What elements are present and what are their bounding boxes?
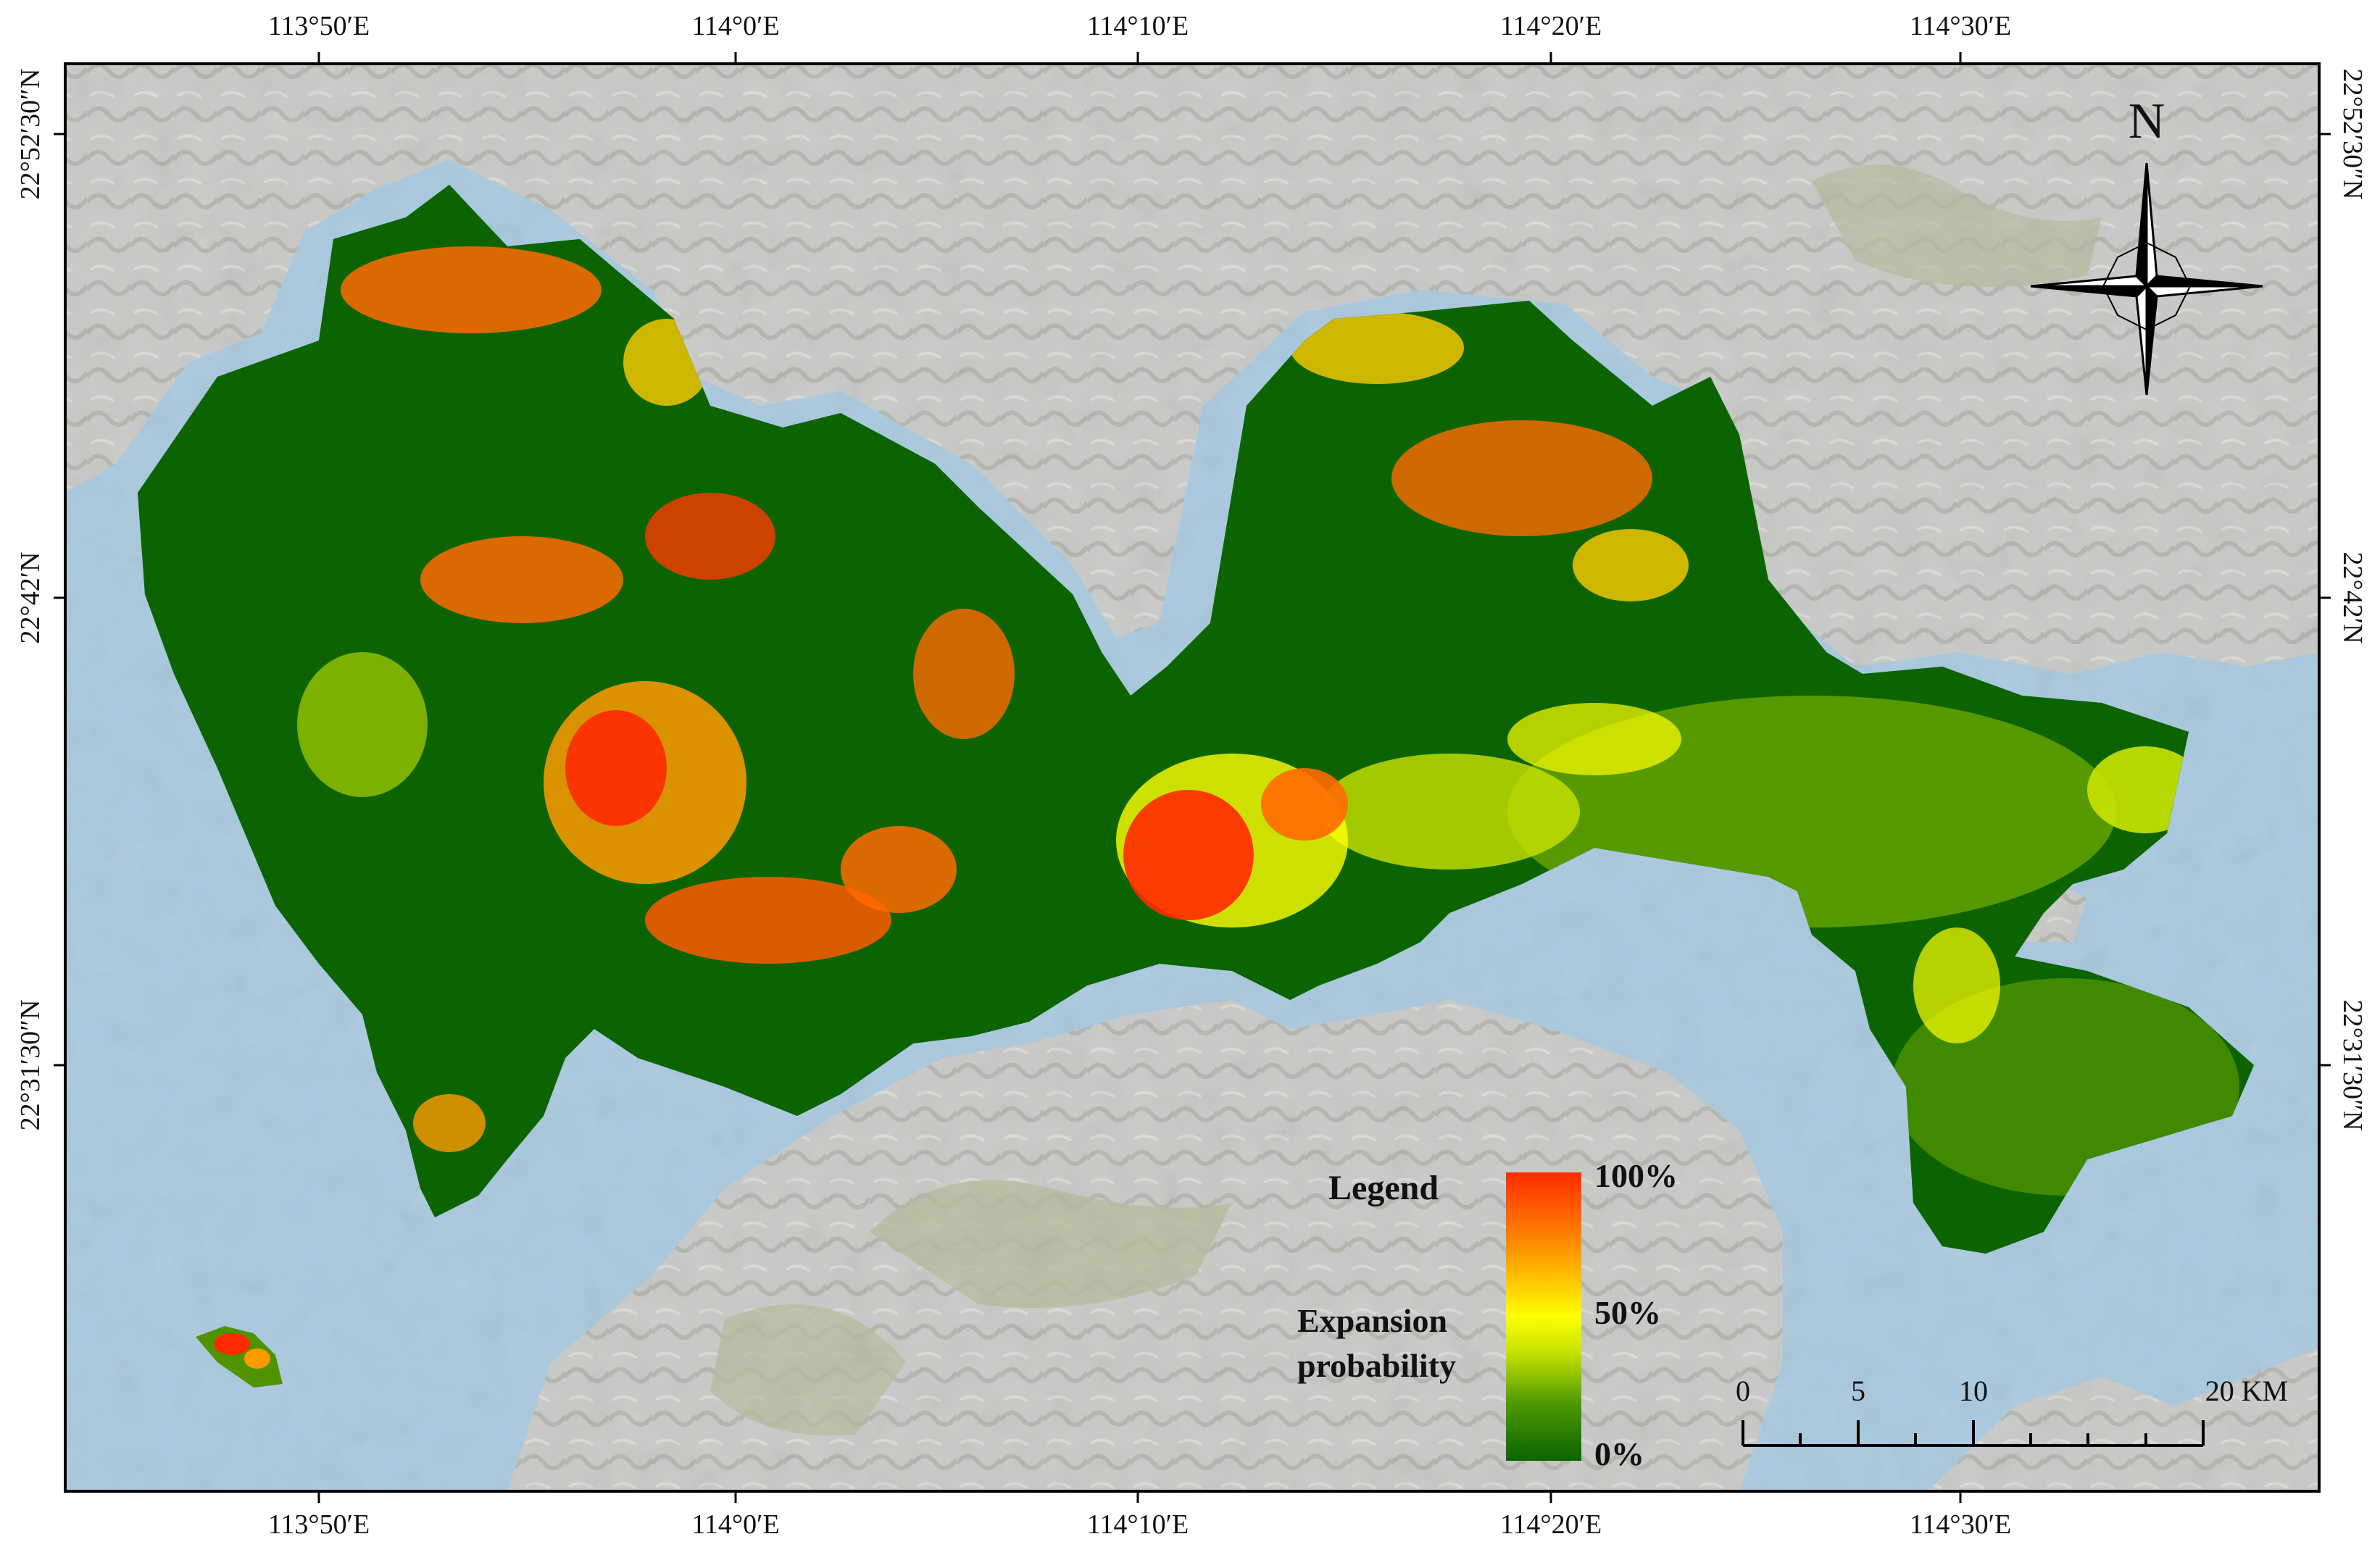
lat-label-left: 22°52′30″N xyxy=(15,68,46,200)
legend-subtitle-line2: probability xyxy=(1297,1347,1456,1384)
lon-label-bottom: 114°20′E xyxy=(1499,1509,1602,1540)
legend-tick-mid: 50% xyxy=(1594,1294,1661,1331)
lon-label-top: 114°30′E xyxy=(1909,11,2012,41)
north-arrow-icon xyxy=(2030,162,2263,396)
lat-label-right: 22°52′30″N xyxy=(2337,68,2368,200)
scale-bar xyxy=(1742,1420,2205,1447)
lon-label-top: 114°10′E xyxy=(1086,11,1189,41)
legend-title: Legend xyxy=(1328,1169,1439,1207)
lat-label-left: 22°31′30″N xyxy=(15,999,46,1131)
lat-label-right: 22°31′30″N xyxy=(2337,999,2368,1131)
lon-label-bottom: 114°30′E xyxy=(1909,1509,2012,1540)
legend-tick-high: 100% xyxy=(1594,1157,1678,1194)
lon-label-top: 114°20′E xyxy=(1499,11,1602,41)
map-body xyxy=(65,64,2319,1491)
lon-label-bottom: 114°10′E xyxy=(1086,1509,1189,1540)
lon-label-top: 114°0′E xyxy=(691,11,780,41)
map-frame xyxy=(64,62,2321,1493)
scale-label: 10 xyxy=(1959,1375,1988,1407)
scale-label: 0 xyxy=(1736,1375,1750,1407)
lon-label-bottom: 114°0′E xyxy=(691,1509,780,1540)
north-label: N xyxy=(2128,93,2165,149)
legend-color-ramp xyxy=(1506,1172,1581,1461)
scale-label: 20 KM xyxy=(2205,1375,2289,1407)
legend-subtitle-line1: Expansion xyxy=(1297,1302,1448,1339)
legend-tick-low: 0% xyxy=(1594,1435,1644,1472)
scale-label: 5 xyxy=(1851,1375,1865,1407)
graticule-ticks xyxy=(54,52,2331,1503)
lat-label-right: 22°42′N xyxy=(2337,551,2368,644)
lon-label-top: 113°50′E xyxy=(267,11,370,41)
lon-label-bottom: 113°50′E xyxy=(267,1509,370,1540)
lat-label-left: 22°42′N xyxy=(15,551,46,644)
